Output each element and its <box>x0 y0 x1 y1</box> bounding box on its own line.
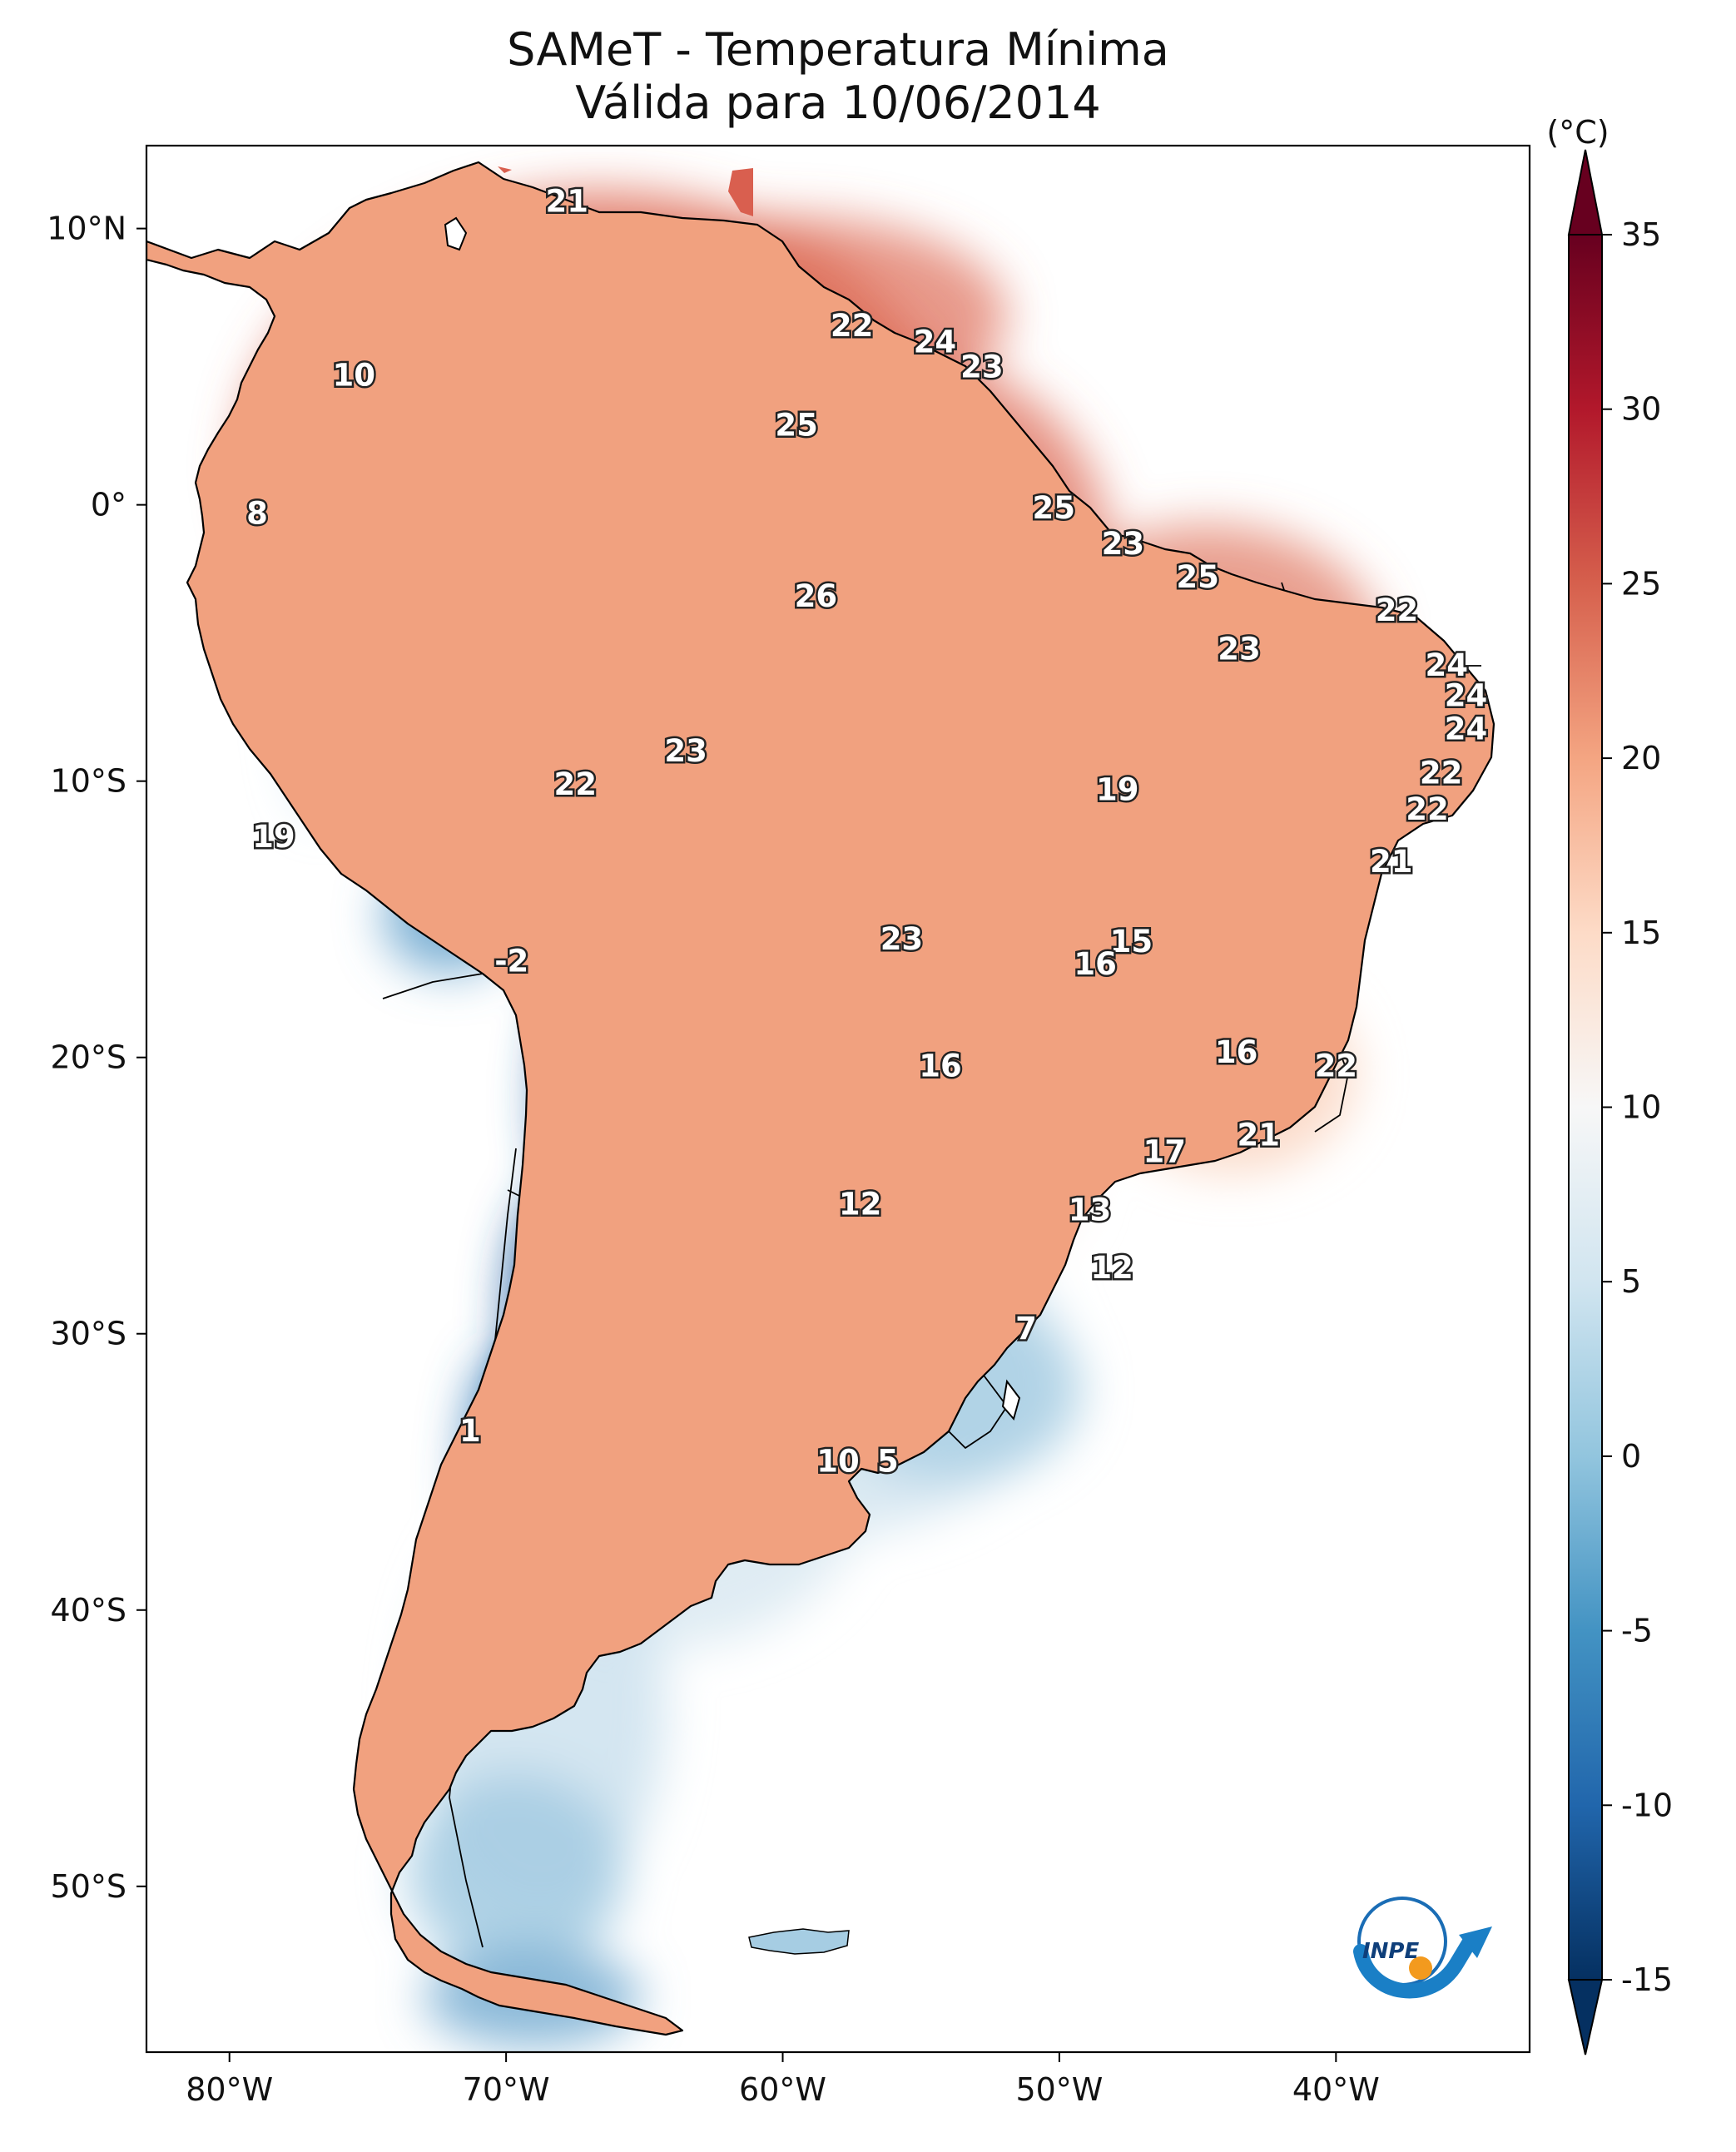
inpe-logo: INPE <box>1353 1897 1492 1999</box>
lat-tick-label: 10°N <box>47 211 126 247</box>
lon-tick-label: 80°W <box>186 2071 273 2108</box>
title-line-2: Válida para 10/06/2014 <box>575 77 1101 129</box>
station-temperature-label: 17 <box>1143 1134 1186 1170</box>
colorbar: (°C) 35 30 25 20 15 10 5 0 -5 -10 -15 <box>1546 114 1673 2055</box>
station-temperature-label: 22 <box>831 308 874 344</box>
station-temperature-label: 1 <box>459 1413 481 1449</box>
colorbar-tick-label: 5 <box>1621 1263 1641 1300</box>
station-temperature-label: 12 <box>839 1187 882 1222</box>
station-temperature-label: 25 <box>1176 559 1219 595</box>
colorbar-min-arrow <box>1567 1979 1604 2055</box>
station-temperature-label: 22 <box>553 766 597 802</box>
colorbar-tick-label: 0 <box>1621 1438 1641 1475</box>
station-temperature-label: 23 <box>664 733 707 769</box>
lat-tick-label: 50°S <box>51 1868 126 1905</box>
map-title: SAMeT - Temperatura Mínima Válida para 1… <box>146 23 1530 130</box>
station-temperature-label: 8 <box>246 496 268 532</box>
lon-tick-label: 60°W <box>739 2071 826 2108</box>
station-temperature-label: 19 <box>1096 772 1139 808</box>
colorbar-tick-label: 20 <box>1621 740 1661 776</box>
colorbar-tick-label: 30 <box>1621 391 1661 428</box>
station-temperature-label: 25 <box>1033 490 1076 526</box>
station-temperature-label: 5 <box>877 1443 899 1479</box>
station-temperature-label: 10 <box>333 358 376 394</box>
station-temperature-label: 15 <box>1110 924 1153 959</box>
colorbar-tick-label: 25 <box>1621 565 1661 602</box>
station-temperature-label: 24 <box>1445 678 1488 714</box>
station-temperature-label: 12 <box>1090 1250 1133 1286</box>
station-temperature-label: 16 <box>1215 1034 1258 1070</box>
longitude-axis: 80°W 70°W 60°W 50°W 40°W <box>186 2052 1380 2108</box>
station-temperature-label: 22 <box>1420 756 1463 791</box>
colorbar-tick-label: 10 <box>1621 1089 1661 1126</box>
station-temperature-label: 22 <box>1315 1049 1358 1084</box>
colorbar-gradient <box>1568 234 1603 1981</box>
lat-tick-label: 0° <box>91 487 126 523</box>
station-temperature-label: 22 <box>1376 593 1419 628</box>
falkland-islands <box>748 1928 850 1955</box>
colorbar-tick-label: 15 <box>1621 915 1661 951</box>
map-frame <box>145 144 1531 2054</box>
station-temperature-label: -2 <box>494 943 528 979</box>
station-temperature-label: 24 <box>914 325 957 360</box>
station-temperature-label: 13 <box>1069 1192 1112 1227</box>
lon-tick-label: 40°W <box>1292 2071 1380 2108</box>
lat-tick-label: 20°S <box>51 1039 126 1076</box>
station-temperature-label: 23 <box>1218 631 1261 667</box>
station-temperature-label: 19 <box>252 819 295 855</box>
title-line-1: SAMeT - Temperatura Mínima <box>507 23 1169 76</box>
station-temperature-label: 24 <box>1426 647 1469 683</box>
station-temperature-label: 21 <box>1237 1118 1280 1153</box>
colorbar-tick-label: -15 <box>1621 1961 1673 1998</box>
lat-tick-label: 30°S <box>51 1316 126 1352</box>
latitude-axis: 10°N 0° 10°S 20°S 30°S 40°S 50°S <box>47 211 146 1905</box>
colorbar-ticks: 35 30 25 20 15 10 5 0 -5 -10 -15 <box>1602 216 1673 1998</box>
station-temperature-label: 23 <box>1102 526 1145 562</box>
station-temperature-label: 16 <box>919 1049 962 1084</box>
station-temperature-label: 25 <box>775 407 818 443</box>
station-temperature-label: 7 <box>1015 1311 1037 1346</box>
station-temperature-label: 16 <box>1074 946 1117 982</box>
station-temperature-label: 23 <box>880 921 924 957</box>
lagoa-dos-patos <box>1001 1379 1021 1421</box>
station-temperature-label: 22 <box>1406 791 1449 827</box>
station-temperature-label: 21 <box>1370 844 1413 880</box>
lon-tick-label: 70°W <box>463 2071 550 2108</box>
colorbar-tick-label: 35 <box>1621 216 1661 253</box>
lat-tick-label: 10°S <box>51 763 126 800</box>
lon-tick-label: 50°W <box>1015 2071 1103 2108</box>
station-temperature-label: 26 <box>795 578 838 614</box>
station-temperature-label: 23 <box>960 350 1004 385</box>
colorbar-max-arrow <box>1567 149 1604 236</box>
colorbar-tick-label: -10 <box>1621 1787 1673 1823</box>
inpe-logo-text: INPE <box>1362 1939 1419 1964</box>
station-temperature-label: 10 <box>816 1443 860 1479</box>
station-temperature-label: 24 <box>1445 712 1488 747</box>
lake-maracaibo <box>444 216 468 251</box>
colorbar-unit: (°C) <box>1546 114 1609 151</box>
lat-tick-label: 40°S <box>51 1592 126 1629</box>
station-temperature-label: 21 <box>545 183 588 219</box>
colorbar-tick-label: -5 <box>1621 1613 1653 1649</box>
